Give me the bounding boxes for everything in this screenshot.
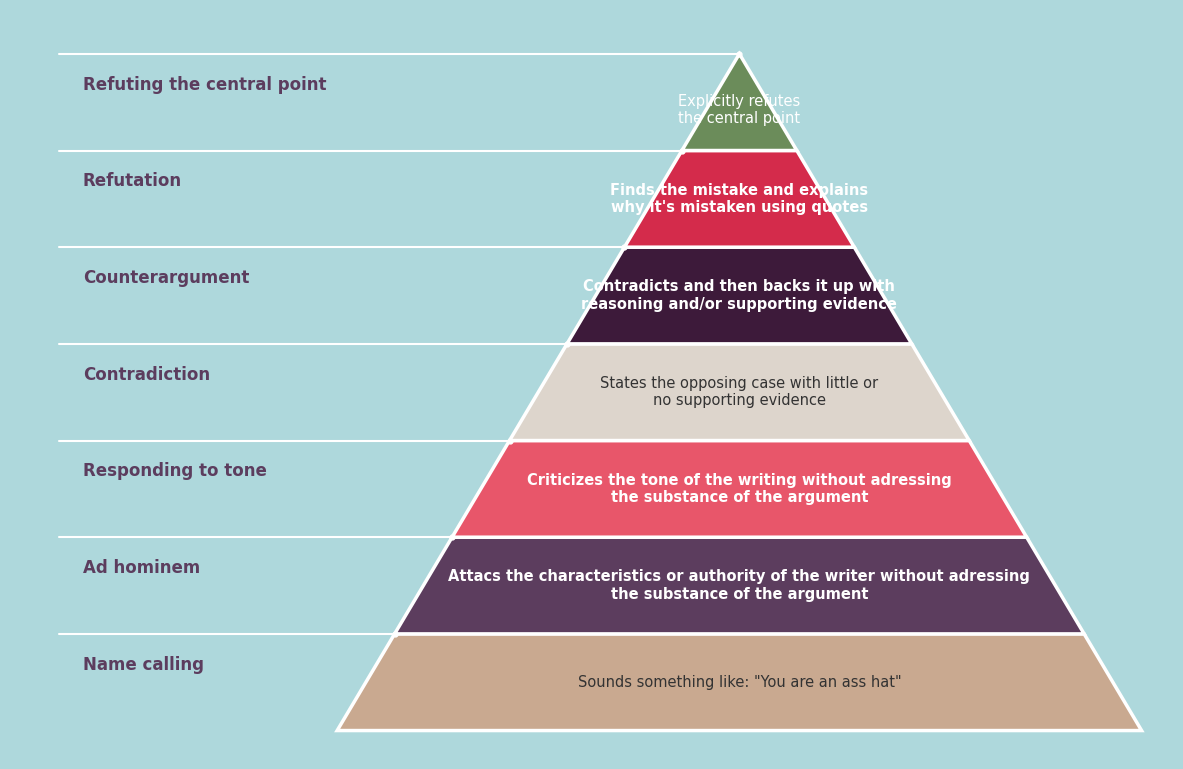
Text: Contradicts and then backs it up with
reasoning and/or supporting evidence: Contradicts and then backs it up with re… bbox=[581, 279, 898, 311]
Text: Responding to tone: Responding to tone bbox=[83, 462, 266, 481]
Text: Sounds something like: "You are an ass hat": Sounds something like: "You are an ass h… bbox=[577, 674, 901, 690]
Text: Counterargument: Counterargument bbox=[83, 269, 250, 287]
Polygon shape bbox=[395, 538, 1084, 634]
Polygon shape bbox=[452, 441, 1027, 538]
Polygon shape bbox=[510, 344, 969, 441]
Text: Refutation: Refutation bbox=[83, 172, 182, 191]
Text: Contradiction: Contradiction bbox=[83, 366, 209, 384]
Text: Explicitly refutes
the central point: Explicitly refutes the central point bbox=[678, 94, 801, 126]
Text: Refuting the central point: Refuting the central point bbox=[83, 76, 327, 94]
Text: States the opposing case with little or
no supporting evidence: States the opposing case with little or … bbox=[600, 376, 879, 408]
Polygon shape bbox=[567, 247, 912, 344]
Text: Name calling: Name calling bbox=[83, 656, 203, 674]
Text: Criticizes the tone of the writing without adressing
the substance of the argume: Criticizes the tone of the writing witho… bbox=[526, 473, 952, 505]
Text: Attacs the characteristics or authority of the writer without adressing
the subs: Attacs the characteristics or authority … bbox=[448, 569, 1030, 601]
Polygon shape bbox=[625, 151, 854, 247]
Text: Finds the mistake and explains
why it's mistaken using quotes: Finds the mistake and explains why it's … bbox=[610, 183, 868, 215]
Polygon shape bbox=[337, 634, 1142, 731]
Polygon shape bbox=[681, 54, 797, 151]
Text: Ad hominem: Ad hominem bbox=[83, 559, 200, 578]
